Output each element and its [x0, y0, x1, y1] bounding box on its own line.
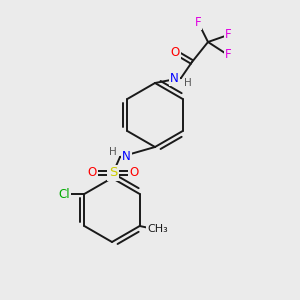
Text: N: N — [122, 151, 131, 164]
Text: F: F — [225, 28, 231, 41]
Text: CH₃: CH₃ — [147, 224, 168, 234]
Text: S: S — [109, 167, 117, 179]
Text: O: O — [129, 167, 139, 179]
Text: N: N — [170, 71, 179, 85]
Text: H: H — [184, 78, 192, 88]
Text: H: H — [109, 147, 117, 157]
Text: F: F — [195, 16, 201, 28]
Text: Cl: Cl — [58, 188, 70, 200]
Text: O: O — [87, 167, 97, 179]
Text: F: F — [225, 49, 231, 62]
Text: O: O — [170, 46, 180, 59]
